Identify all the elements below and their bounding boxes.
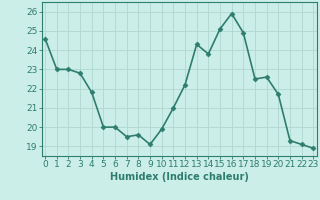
X-axis label: Humidex (Indice chaleur): Humidex (Indice chaleur) [110,172,249,182]
